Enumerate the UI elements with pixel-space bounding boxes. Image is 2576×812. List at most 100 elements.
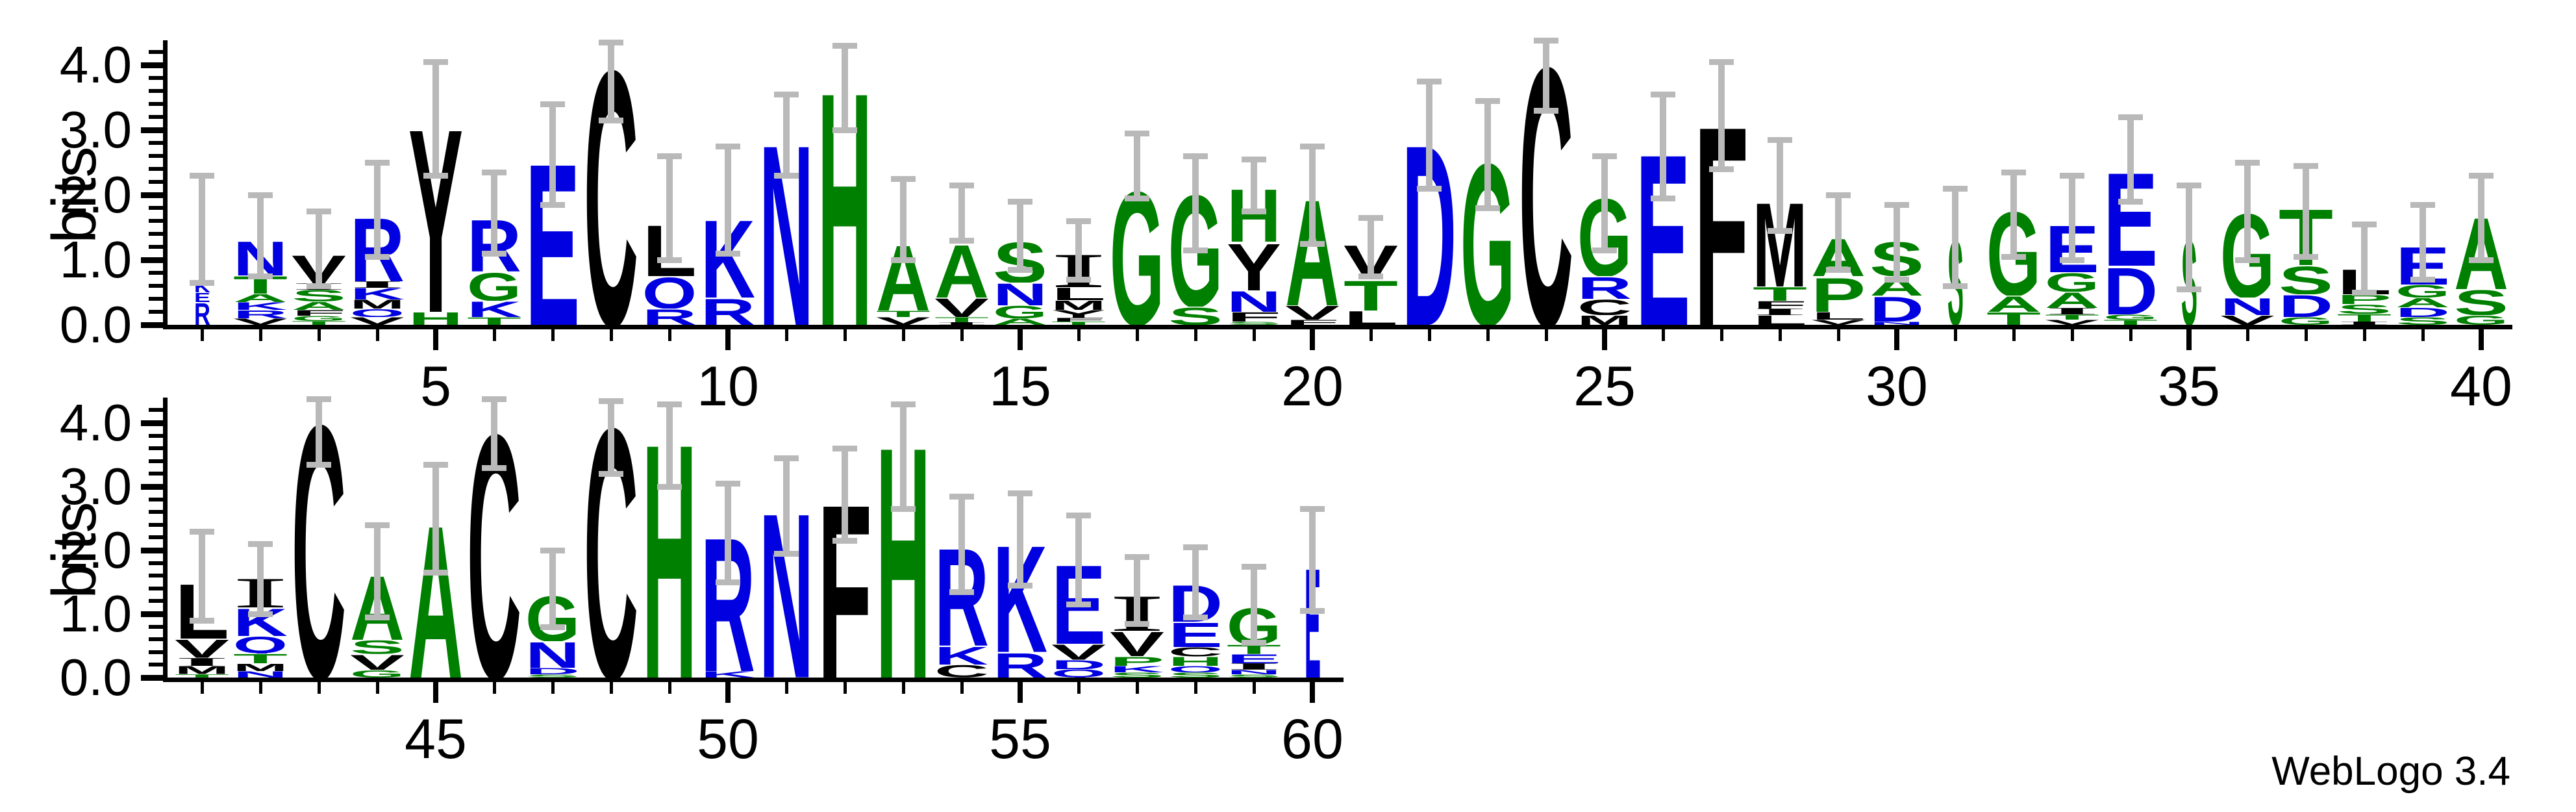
error-bar-bottom-cap <box>599 118 623 123</box>
y-minor-tick <box>149 219 163 223</box>
svg-text:C: C <box>934 665 989 678</box>
error-bar-stem <box>1075 515 1082 605</box>
error-bar-top-cap <box>540 548 565 553</box>
svg-text:R: R <box>233 310 288 318</box>
x-minor-tick <box>1135 329 1139 341</box>
error-bar-bottom-cap <box>1592 247 1617 253</box>
svg-text:T: T <box>175 674 229 678</box>
logo-letter-G-pos-33: G <box>2045 272 2099 292</box>
error-bar-stem <box>432 62 439 175</box>
x-major-tick <box>2479 329 2484 350</box>
x-tick-label: 25 <box>1573 355 1636 418</box>
svg-text:S: S <box>350 640 405 654</box>
logo-letter-L-pos-28: L <box>1753 315 1807 325</box>
error-bar-stem <box>1017 201 1023 270</box>
x-minor-tick <box>1194 329 1197 341</box>
svg-text:K: K <box>467 301 521 317</box>
error-bar-top-cap <box>306 396 331 402</box>
y-tick-label: 4.0 <box>59 394 132 451</box>
error-bar-top-cap <box>949 493 974 500</box>
logo-letter-T-pos-33: T <box>2045 314 2099 320</box>
x-minor-tick <box>960 329 964 341</box>
logo-letter-A-pos-33: A <box>2045 292 2099 308</box>
error-bar-top-cap <box>1242 563 1266 570</box>
svg-text:E: E <box>194 292 210 302</box>
svg-text:T: T <box>2337 314 2392 322</box>
svg-text:M: M <box>175 666 229 674</box>
y-major-tick <box>141 675 163 681</box>
svg-text:H: H <box>1168 657 1223 666</box>
error-bar-bottom-cap <box>599 471 623 477</box>
y-minor-tick <box>149 561 163 565</box>
error-bar-top-cap <box>832 43 857 49</box>
logo-letter-V-pos-57: V <box>1110 631 1164 656</box>
svg-text:A: A <box>292 301 346 310</box>
svg-text:N: N <box>2220 298 2275 315</box>
logo-letter-Y-pos-19: Y <box>1227 242 1281 290</box>
error-bar-stem <box>842 45 848 130</box>
logo-letter-G-pos-44: G <box>350 670 405 678</box>
x-minor-tick <box>1544 329 1548 341</box>
logo-letter-V-pos-56: V <box>1051 644 1106 660</box>
error-bar-bottom-cap <box>1534 108 1558 114</box>
logo-letter-Q-pos-58: Q <box>1168 666 1223 672</box>
error-bar-stem <box>1894 205 1900 279</box>
svg-text:T: T <box>876 311 931 317</box>
x-minor-tick <box>784 329 788 341</box>
y-minor-tick <box>149 663 163 667</box>
error-bar-stem <box>1426 81 1432 188</box>
logo-letter-R-pos-1: R <box>194 302 210 325</box>
error-bar-stem <box>2010 172 2017 257</box>
x-tick-label: 55 <box>989 708 1051 770</box>
y-minor-tick <box>149 522 163 527</box>
error-bar-top-cap <box>1066 218 1091 224</box>
error-bar-stem <box>2478 175 2484 260</box>
error-bar-top-cap <box>1300 144 1325 149</box>
svg-text:V: V <box>1811 320 1866 325</box>
logo-letter-L-pos-29: L <box>1811 312 1866 320</box>
error-bar-stem <box>549 550 556 627</box>
error-bar-top-cap <box>2118 114 2143 120</box>
svg-text:I: I <box>934 322 989 325</box>
svg-text:Y: Y <box>1051 310 1106 318</box>
svg-text:G: G <box>2454 315 2508 325</box>
error-bar-stem <box>316 211 322 286</box>
error-bar-stem <box>1660 94 1666 198</box>
error-bar-top-cap <box>1125 553 1149 560</box>
logo-letter-S-pos-40: S <box>2454 289 2508 315</box>
error-bar-stem <box>783 457 790 553</box>
logo-letter-I-pos-33: I <box>2045 308 2099 314</box>
error-bar-bottom-cap <box>1300 608 1325 615</box>
y-minor-tick <box>149 637 163 642</box>
logo-letter-K-pos-4: K <box>350 288 405 299</box>
svg-text:K: K <box>233 302 288 310</box>
x-major-tick <box>725 682 731 703</box>
svg-text:N: N <box>525 641 580 668</box>
x-minor-tick <box>258 329 262 341</box>
error-bar-stem <box>199 175 205 283</box>
error-bar-top-cap <box>1008 490 1032 496</box>
logo-letter-F-pos-19: F <box>1227 312 1281 322</box>
svg-text:S: S <box>2395 317 2450 325</box>
error-bar-top-cap <box>1125 131 1149 136</box>
x-tick-label: 15 <box>989 355 1051 418</box>
logo-stack-pos-33: EGAITV <box>2045 223 2099 325</box>
logo-letter-D-pos-56: D <box>1051 660 1106 670</box>
y-minor-tick <box>149 167 163 171</box>
error-bar-top-cap <box>1943 186 1968 192</box>
x-tick-label: 10 <box>697 355 759 418</box>
svg-text:N: N <box>1227 670 1281 674</box>
error-bar-top-cap <box>1826 192 1851 198</box>
error-bar-stem <box>2361 224 2368 292</box>
x-minor-tick <box>375 682 379 694</box>
logo-stack-pos-30: SADN <box>1869 240 1924 325</box>
svg-text:Q: Q <box>642 276 697 309</box>
error-bar-bottom-cap <box>832 538 857 544</box>
svg-text:E: E <box>1168 622 1223 647</box>
y-minor-tick <box>149 245 163 249</box>
error-bar-top-cap <box>774 455 799 461</box>
logo-letter-C-pos-54: C <box>934 665 989 678</box>
y-minor-tick <box>149 141 163 145</box>
svg-text:D: D <box>2279 294 2333 317</box>
logo-letter-T-pos-42: T <box>233 653 288 664</box>
